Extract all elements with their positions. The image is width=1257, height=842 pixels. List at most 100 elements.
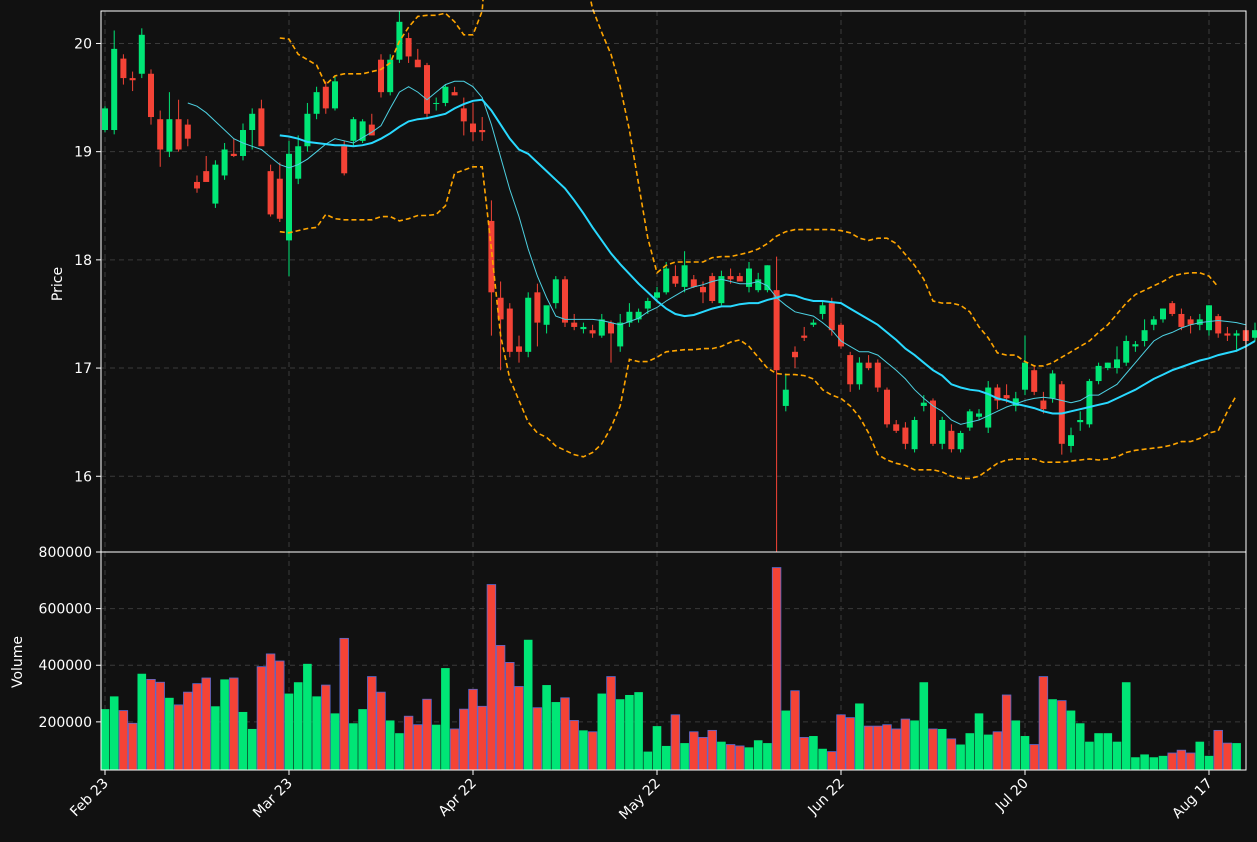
candle-body <box>865 362 872 369</box>
candle-body <box>1187 319 1194 325</box>
candle-body <box>985 387 992 428</box>
candle-body <box>1022 362 1028 390</box>
volume-bar <box>486 584 497 771</box>
volume-bar <box>1103 733 1113 770</box>
candle-body <box>359 121 366 141</box>
volume-bar <box>753 740 763 770</box>
volume-bar <box>974 713 984 770</box>
price-tick-label: 17 <box>74 361 92 377</box>
candle-body <box>672 276 679 284</box>
candle-body <box>258 108 265 147</box>
volume-bar <box>569 720 579 771</box>
candle-body <box>1095 365 1102 382</box>
candle-body <box>405 38 412 57</box>
volume-panel: 200000 400000 600000 800000 Volume <box>10 545 1247 771</box>
candle-body <box>332 81 338 109</box>
volume-bar <box>523 639 533 770</box>
candle-body <box>736 276 743 282</box>
volume-bar <box>863 725 874 771</box>
volume-bar <box>661 745 671 770</box>
candle-body <box>387 59 394 93</box>
volume-bar <box>1057 700 1067 771</box>
candle-body <box>1150 319 1157 325</box>
candle-body <box>792 351 798 358</box>
volume-bar <box>514 686 524 771</box>
candle-body <box>1040 400 1047 410</box>
volume-bar <box>1094 733 1103 770</box>
candle-body <box>819 305 826 314</box>
volume-bar <box>441 668 450 770</box>
candle-body <box>764 265 771 291</box>
volume-bar <box>431 724 441 770</box>
volume-bar <box>744 747 754 770</box>
candle-body <box>341 146 348 174</box>
volume-bar <box>625 694 634 770</box>
volume-bar <box>845 717 855 771</box>
candle-body <box>1049 373 1056 399</box>
volume-axis-label: Volume <box>10 636 26 688</box>
volume-bar <box>118 710 129 771</box>
volume-bar <box>173 704 184 771</box>
candle-body <box>442 86 449 103</box>
volume-bar <box>855 703 864 770</box>
candle-body <box>1114 359 1120 369</box>
volume-bar <box>367 676 377 771</box>
candle-body <box>175 119 182 150</box>
candle-body <box>194 181 200 189</box>
candle-body <box>433 102 440 104</box>
upper-band-line <box>279 0 1219 367</box>
volume-tick-label: 800000 <box>39 545 92 561</box>
candle-body <box>626 311 633 323</box>
volume-bar <box>1131 757 1140 770</box>
candle-body <box>718 276 725 304</box>
volume-bar <box>551 702 561 770</box>
candle-body <box>1077 419 1084 423</box>
volume-bar <box>358 709 367 770</box>
candle-body <box>286 153 292 241</box>
candle-body <box>635 311 642 320</box>
candle-body <box>709 276 716 301</box>
candle-body <box>378 59 384 93</box>
volume-bar <box>900 718 911 771</box>
candle-body <box>948 430 955 450</box>
volume-bar <box>597 693 607 770</box>
volume-bar <box>1085 741 1094 770</box>
volume-bar <box>1001 694 1012 771</box>
volume-bar <box>1167 752 1177 771</box>
volume-bar <box>1121 682 1131 770</box>
volume-tick-label: 600000 <box>39 602 92 618</box>
candle-body <box>276 178 283 219</box>
candle-body <box>1031 370 1038 392</box>
candle-body <box>930 400 936 444</box>
volume-bar <box>634 692 643 770</box>
candle-body <box>1206 305 1212 331</box>
volume-bar <box>165 697 174 770</box>
candle-body <box>1215 316 1222 334</box>
price-tick-label: 19 <box>74 145 92 161</box>
volume-bar <box>1204 755 1214 770</box>
volume-bar <box>873 725 883 771</box>
candle-body <box>681 265 688 287</box>
volume-bar <box>449 728 460 771</box>
volume-bar <box>1048 699 1057 770</box>
candle-body <box>773 290 780 371</box>
volume-bar <box>330 713 340 770</box>
volume-bar <box>505 662 515 771</box>
volume-bar <box>1011 720 1021 770</box>
volume-bar <box>956 744 965 770</box>
volume-bar <box>238 711 248 770</box>
candle-body <box>120 58 127 79</box>
candle-body <box>221 149 228 176</box>
candle-body <box>543 305 550 325</box>
candle-body <box>322 86 329 109</box>
candle-body <box>451 92 458 96</box>
candle-body <box>911 419 918 450</box>
volume-bar <box>1149 757 1159 770</box>
volume-bar <box>109 696 119 770</box>
candle-body <box>1141 330 1148 342</box>
volume-bar <box>385 720 395 770</box>
candle-body <box>230 153 237 156</box>
volume-bar <box>459 708 469 771</box>
candle-body <box>580 326 587 330</box>
volume-bar <box>192 683 202 771</box>
